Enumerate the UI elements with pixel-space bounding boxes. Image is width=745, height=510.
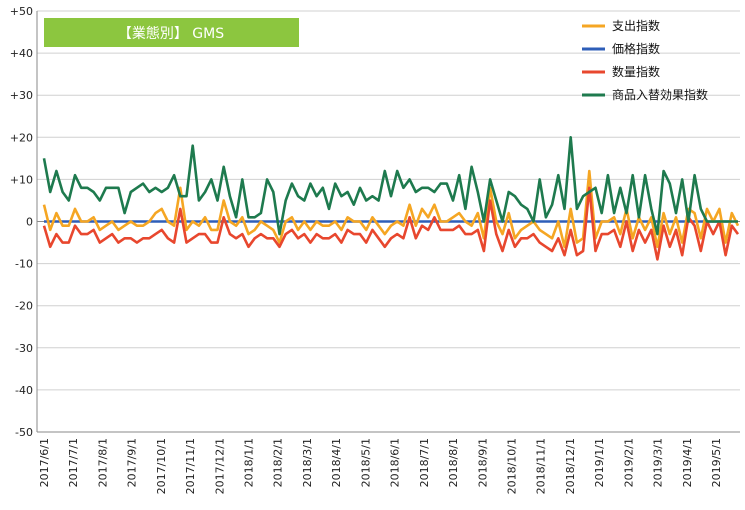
- x-tick-label: 2018/6/1: [389, 438, 402, 487]
- series-line-0: [42, 169, 740, 249]
- x-tick-label: 2018/3/1: [301, 438, 314, 487]
- x-tick-label: 2019/2/1: [622, 438, 635, 487]
- y-tick-label: -30: [15, 342, 33, 355]
- series-line-2: [42, 186, 740, 261]
- x-tick-label: 2018/11/1: [535, 438, 548, 494]
- x-tick-label: 2017/9/1: [126, 438, 139, 487]
- chart-title: 【業態別】 GMS: [118, 26, 224, 42]
- x-tick-label: 2018/8/1: [447, 438, 460, 487]
- chart-title-banner: 【業態別】 GMS: [44, 18, 299, 47]
- legend-label: 支出指数: [612, 18, 660, 33]
- y-tick-label: -50: [15, 426, 33, 439]
- x-tick-label: 2017/11/1: [184, 438, 197, 494]
- legend-label: 価格指数: [612, 41, 660, 56]
- x-tick-label: 2017/7/1: [67, 438, 80, 487]
- series-line-3: [42, 136, 738, 236]
- y-axis-ticks: +50 +40 +30 +20 +10 0 -10 -20 -30 -40 -50: [10, 5, 33, 439]
- x-tick-label: 2019/1/1: [593, 438, 606, 487]
- legend-label: 商品入替効果指数: [612, 87, 708, 102]
- x-tick-label: 2018/5/1: [359, 438, 372, 487]
- x-tick-label: 2018/12/1: [564, 438, 577, 494]
- x-tick-label: 2019/3/1: [652, 438, 665, 487]
- x-tick-label: 2018/7/1: [418, 438, 431, 487]
- y-tick-label: 0: [26, 216, 33, 229]
- y-tick-label: +30: [10, 89, 33, 102]
- x-tick-label: 2018/1/1: [243, 438, 256, 487]
- x-tick-label: 2017/8/1: [96, 438, 109, 487]
- x-axis-ticks: 2017/6/1 2017/7/1 2017/8/1 2017/9/1 2017/10/…: [38, 438, 723, 494]
- x-tick-label: 2017/10/1: [155, 438, 168, 494]
- series-lines: [42, 136, 740, 261]
- x-tick-label: 2018/2/1: [272, 438, 285, 487]
- y-tick-label: +10: [10, 173, 33, 186]
- y-tick-label: +40: [10, 47, 33, 60]
- y-tick-label: +50: [10, 5, 33, 18]
- x-tick-label: 2019/5/1: [710, 438, 723, 487]
- x-tick-label: 2018/4/1: [330, 438, 343, 487]
- y-tick-label: -10: [15, 258, 33, 271]
- x-tick-label: 2018/9/1: [476, 438, 489, 487]
- y-tick-label: +20: [10, 131, 33, 144]
- x-tick-label: 2017/6/1: [38, 438, 51, 487]
- legend-label: 数量指数: [612, 64, 660, 79]
- x-tick-label: 2019/4/1: [681, 438, 694, 487]
- x-tick-label: 2018/10/1: [506, 438, 519, 494]
- title-banner-bg: [44, 18, 299, 47]
- y-tick-label: -40: [15, 384, 33, 397]
- y-tick-label: -20: [15, 300, 33, 313]
- x-tick-label: 2017/12/1: [213, 438, 226, 494]
